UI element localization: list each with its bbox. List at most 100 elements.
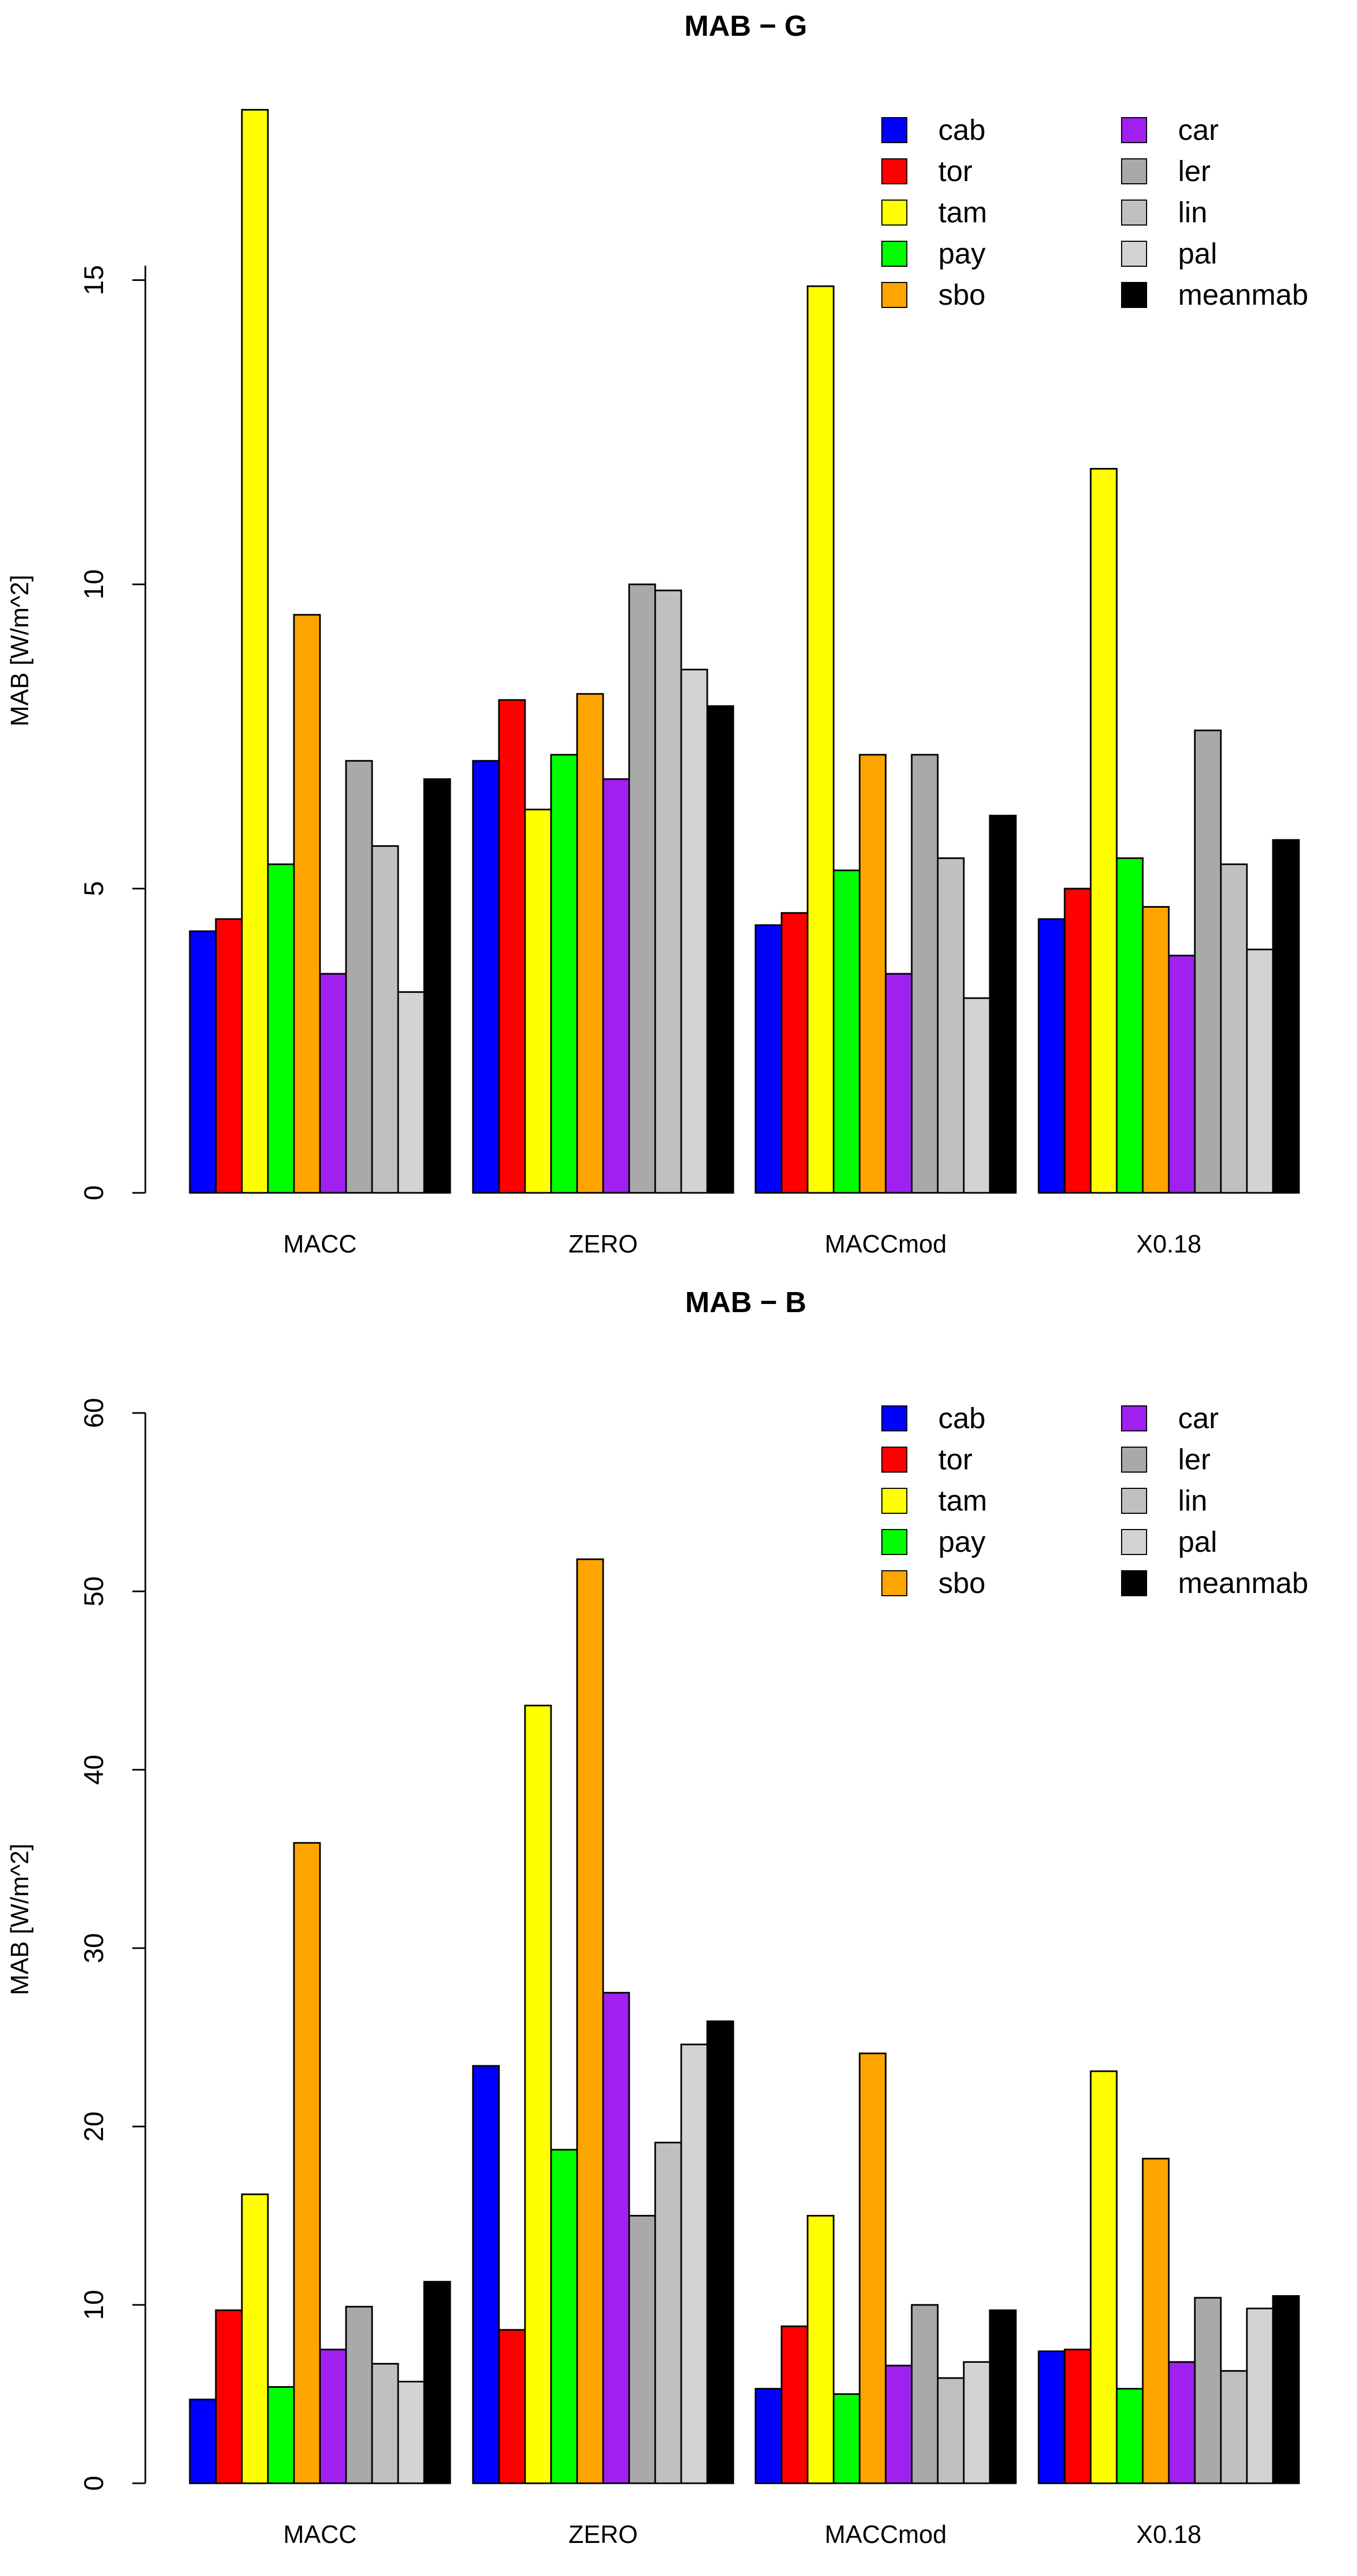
legend-swatch-meanmab (1121, 1570, 1147, 1596)
category-label: ZERO (568, 1230, 638, 1258)
legend-swatch-tam (881, 200, 907, 226)
bar-tor-MACCmod (780, 912, 809, 1194)
legend-label-tor: tor (938, 1443, 972, 1476)
bar-tam-X0.18 (1090, 2070, 1118, 2484)
legend-label-meanmab: meanmab (1178, 279, 1308, 311)
bar-tor-MACC (215, 2309, 243, 2484)
legend-label-cab: cab (938, 1402, 985, 1435)
bar-tor-ZERO (498, 699, 526, 1194)
legend-swatch-lin (1121, 200, 1147, 226)
bar-lin-MACCmod (937, 857, 965, 1194)
bar-car-ZERO (602, 1992, 630, 2484)
y-tick-label: 30 (79, 1933, 109, 1963)
category-label: X0.18 (1136, 2520, 1201, 2548)
y-tick-label: 40 (79, 1755, 109, 1785)
bar-lin-ZERO (654, 2142, 682, 2484)
bar-sbo-MACCmod (859, 754, 887, 1194)
legend-label-car: car (1178, 1402, 1219, 1435)
bar-lin-MACC (371, 845, 399, 1194)
bar-tam-MACC (241, 2193, 269, 2484)
y-tick-label: 20 (79, 2111, 109, 2142)
bar-pal-ZERO (680, 2044, 708, 2484)
category-label: MACCmod (825, 2520, 947, 2548)
bar-car-X0.18 (1168, 2361, 1196, 2484)
legend-label-car: car (1178, 114, 1219, 146)
legend-label-sbo: sbo (938, 1567, 985, 1599)
bar-pay-MACCmod (833, 2393, 861, 2484)
legend-swatch-pal (1121, 241, 1147, 267)
legend-swatch-car (1121, 1405, 1147, 1431)
bar-sbo-MACCmod (859, 2052, 887, 2484)
bar-ler-ZERO (628, 583, 656, 1194)
bar-car-MACC (319, 973, 347, 1194)
legend-label-ler: ler (1178, 155, 1211, 188)
bar-tam-MACC (241, 108, 269, 1194)
bar-pay-X0.18 (1116, 2388, 1144, 2484)
bar-ler-X0.18 (1194, 2297, 1222, 2484)
legend-swatch-sbo (881, 1570, 907, 1596)
bar-pal-MACC (397, 2380, 425, 2484)
bar-ler-MACC (345, 2305, 373, 2484)
bar-lin-X0.18 (1220, 2370, 1248, 2484)
bar-pay-MACC (267, 863, 295, 1194)
legend-label-pay: pay (938, 237, 985, 270)
bar-lin-ZERO (654, 589, 682, 1194)
y-axis-label-g: MAB [W/m^2] (5, 575, 34, 727)
chart-title-g: MAB − G (684, 10, 808, 42)
bar-tam-MACCmod (806, 285, 835, 1194)
bar-meanmab-X0.18 (1272, 2295, 1300, 2484)
panel-g: MAB − G MAB [W/m^2] 0 5 10 15 MACC ZERO MACCm… (5, 10, 1308, 1258)
legend-b: cab tor tam pay sbo car ler lin pal meanmab (881, 1402, 1308, 1599)
legend-g: cab tor tam pay sbo car ler lin pal meanmab (881, 114, 1308, 311)
bar-tor-X0.18 (1064, 888, 1092, 1194)
bar-sbo-ZERO (576, 693, 604, 1194)
legend-swatch-cab (881, 1405, 907, 1431)
category-labels-g: MACC ZERO MACCmod X0.18 (283, 1230, 1201, 1258)
legend-swatch-sbo (881, 282, 907, 308)
bar-tam-ZERO (524, 1705, 552, 2484)
bar-tor-ZERO (498, 2329, 526, 2484)
legend-label-pal: pal (1178, 1526, 1217, 1558)
y-ticks-b: 0 10 20 30 40 50 60 (79, 1398, 145, 2491)
bar-meanmab-MACC (423, 778, 451, 1194)
bar-sbo-ZERO (576, 1558, 604, 2484)
legend-swatch-tam (881, 1488, 907, 1514)
bar-pal-MACC (397, 991, 425, 1194)
bar-cab-MACC (189, 930, 217, 1194)
bar-lin-MACC (371, 2363, 399, 2484)
category-label: X0.18 (1136, 1230, 1201, 1258)
y-tick-label: 50 (79, 1576, 109, 1607)
legend-swatch-lin (1121, 1488, 1147, 1514)
bar-sbo-MACC (293, 1842, 321, 2484)
bar-pay-X0.18 (1116, 857, 1144, 1194)
bar-car-MACCmod (885, 973, 913, 1194)
y-tick-label: 5 (79, 881, 109, 896)
legend-label-lin: lin (1178, 196, 1207, 229)
bar-meanmab-ZERO (706, 705, 734, 1194)
bar-ler-MACC (345, 760, 373, 1194)
bar-lin-X0.18 (1220, 863, 1248, 1194)
bar-tam-MACCmod (806, 2215, 835, 2484)
bar-cab-X0.18 (1038, 918, 1066, 1194)
bar-sbo-X0.18 (1142, 906, 1170, 1194)
legend-swatch-car (1121, 117, 1147, 143)
bar-tam-ZERO (524, 808, 552, 1194)
y-tick-label: 0 (79, 1185, 109, 1200)
chart-title-b: MAB − B (685, 1286, 806, 1319)
legend-swatch-meanmab (1121, 282, 1147, 308)
bar-pal-X0.18 (1246, 948, 1274, 1194)
bar-lin-MACCmod (937, 2377, 965, 2484)
legend-swatch-tor (881, 158, 907, 184)
bar-meanmab-MACCmod (989, 2309, 1017, 2484)
bar-pay-ZERO (550, 2149, 578, 2484)
category-label: ZERO (568, 2520, 638, 2548)
legend-label-cab: cab (938, 114, 985, 146)
bar-pay-MACC (267, 2386, 295, 2484)
bar-tor-MACCmod (780, 2325, 809, 2484)
panel-b: MAB − B MAB [W/m^2] 0 10 20 30 40 50 60 MACC ZE… (5, 1286, 1308, 2548)
bar-ler-X0.18 (1194, 729, 1222, 1194)
category-label: MACC (283, 1230, 356, 1258)
legend-swatch-pay (881, 241, 907, 267)
y-tick-label: 0 (79, 2476, 109, 2491)
